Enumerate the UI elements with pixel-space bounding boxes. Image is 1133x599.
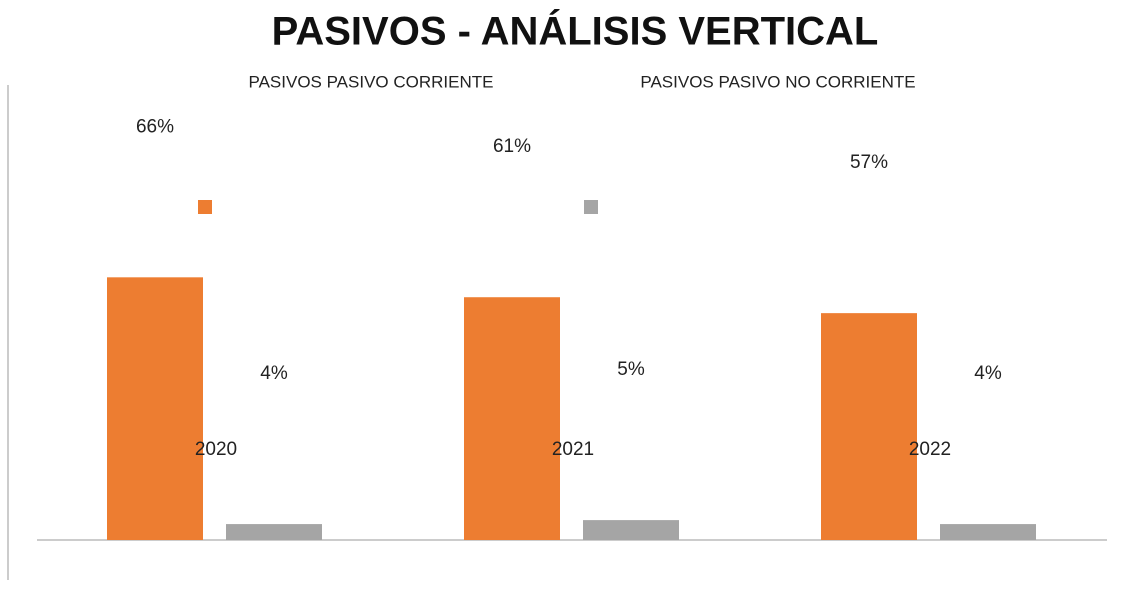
legend-label: PASIVOS PASIVO NO CORRIENTE xyxy=(640,72,915,91)
x-tick-label: 2021 xyxy=(552,439,594,460)
bar xyxy=(583,520,679,540)
legend-label: PASIVOS PASIVO CORRIENTE xyxy=(249,72,494,91)
data-label: 4% xyxy=(260,363,288,384)
data-label: 5% xyxy=(617,359,645,380)
bar xyxy=(107,277,203,540)
data-label: 66% xyxy=(136,116,174,137)
bar xyxy=(464,297,560,540)
data-label: 57% xyxy=(850,152,888,173)
legend-marker xyxy=(584,200,598,214)
bar xyxy=(940,524,1036,540)
data-label: 61% xyxy=(493,136,531,157)
legend-marker xyxy=(198,200,212,214)
chart-title: PASIVOS - ANÁLISIS VERTICAL xyxy=(272,9,879,54)
x-tick-label: 2020 xyxy=(195,439,237,460)
bar xyxy=(226,524,322,540)
x-tick-label: 2022 xyxy=(909,439,951,460)
data-label: 4% xyxy=(974,363,1002,384)
bar xyxy=(821,313,917,540)
